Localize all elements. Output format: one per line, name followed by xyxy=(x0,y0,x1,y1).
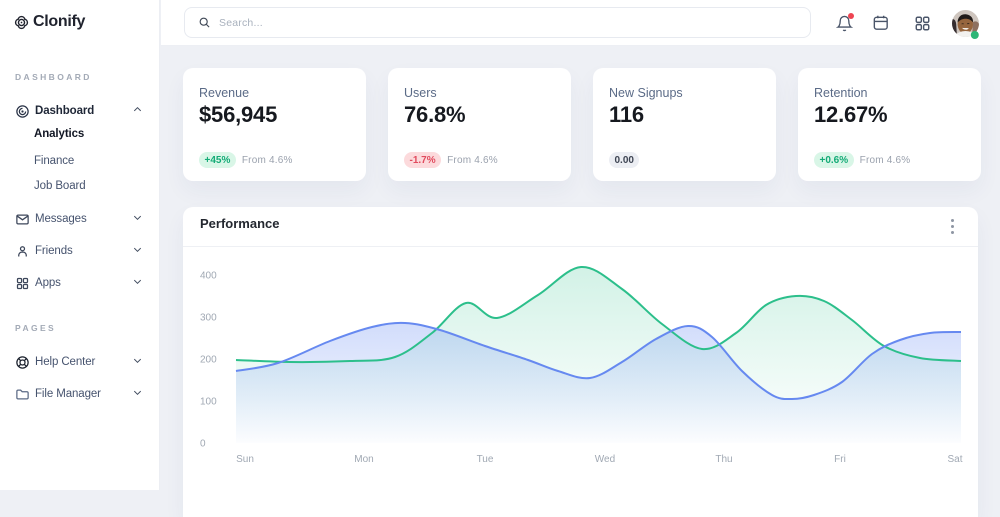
svg-text:Wed: Wed xyxy=(595,454,615,465)
svg-text:200: 200 xyxy=(200,355,217,366)
svg-text:Thu: Thu xyxy=(715,454,732,465)
svg-text:Fri: Fri xyxy=(834,454,846,465)
svg-text:Mon: Mon xyxy=(354,454,373,465)
svg-text:Sun: Sun xyxy=(236,454,254,465)
svg-text:300: 300 xyxy=(200,313,217,324)
svg-text:Sat: Sat xyxy=(947,454,962,465)
svg-text:Tue: Tue xyxy=(477,454,494,465)
svg-text:0: 0 xyxy=(200,439,206,450)
svg-text:100: 100 xyxy=(200,397,217,408)
svg-text:400: 400 xyxy=(200,271,217,282)
